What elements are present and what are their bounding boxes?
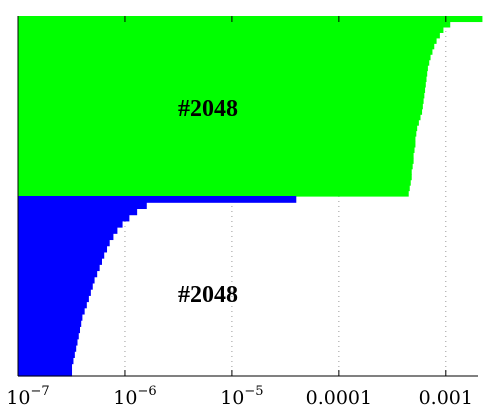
series-1-bar	[18, 76, 427, 83]
series-2-bar	[18, 313, 83, 321]
series-2-bar	[18, 202, 147, 210]
series-1-bar	[18, 179, 411, 186]
series-1-bar	[18, 26, 444, 33]
series-1-bar	[18, 54, 431, 61]
series-2-bar	[18, 270, 98, 278]
series-1-bar	[18, 146, 415, 153]
series-2-bar	[18, 357, 74, 365]
series-1-bar	[18, 16, 483, 23]
series-2-bar	[18, 264, 100, 272]
series-2-bar	[18, 363, 73, 371]
series-2-bar	[18, 196, 297, 203]
series-1-bar	[18, 86, 426, 93]
series-2-bar	[18, 233, 114, 241]
series-1-bar	[18, 108, 423, 115]
series-2-bar	[18, 338, 78, 346]
series-2-bar	[18, 208, 138, 216]
series-1-bar	[18, 136, 416, 143]
series-2-bar	[18, 344, 77, 352]
series-areas	[18, 16, 483, 377]
series-1-bar	[18, 21, 451, 28]
x-tick-label: 0.001	[419, 387, 473, 409]
series-2-bar	[18, 351, 75, 358]
series-2-bar	[18, 251, 105, 259]
series-1-bar	[18, 92, 425, 99]
series-1-bar	[18, 32, 440, 39]
series-1-bar	[18, 48, 433, 55]
series-2-bar	[18, 289, 91, 296]
series-1-bar	[18, 59, 430, 66]
series-2-bar	[18, 245, 108, 253]
series-2-bar	[18, 220, 123, 228]
series-1-bar	[18, 97, 424, 104]
series-1-bar	[18, 185, 410, 192]
series-1-bar	[18, 130, 417, 137]
series-2-bar	[18, 307, 85, 315]
series-2-bar	[18, 258, 102, 265]
series-1-bar	[18, 114, 421, 121]
x-tick-label: 10−7	[6, 384, 49, 409]
series-1-bar	[18, 174, 412, 181]
series-2-bar	[18, 301, 87, 309]
series-2-bar	[18, 295, 89, 303]
series-1-bar	[18, 190, 409, 197]
series-2-bar	[18, 276, 95, 284]
series-1-bar	[18, 103, 423, 110]
series-2-bar	[18, 326, 81, 334]
series-2-bar	[18, 320, 82, 327]
series-2-bar	[18, 332, 79, 340]
series-1-bar	[18, 37, 437, 44]
x-tick-label: 10−5	[220, 384, 263, 409]
series-1-area	[18, 16, 483, 197]
series-1-bar	[18, 70, 428, 77]
series-1-bar	[18, 168, 412, 175]
series-1-bar	[18, 81, 426, 88]
series-1-annotation: #2048	[178, 96, 238, 122]
x-tick-label: 10−6	[113, 384, 156, 409]
series-2-bar	[18, 282, 93, 290]
series-1-bar	[18, 141, 416, 148]
series-2-bar	[18, 369, 73, 377]
series-1-bar	[18, 157, 414, 164]
series-2-area	[18, 196, 297, 377]
x-tick-label: 0.0001	[306, 387, 372, 409]
series-1-bar	[18, 119, 419, 126]
series-2-bar	[18, 227, 118, 234]
series-2-bar	[18, 239, 110, 247]
series-1-bar	[18, 125, 418, 132]
x-ticks: 10−7 10−6 10−5 0.0001 0.001	[6, 16, 473, 409]
series-2-annotation: #2048	[178, 282, 238, 308]
series-1-bar	[18, 65, 428, 72]
series-2-bar	[18, 214, 130, 222]
series-1-bar	[18, 163, 413, 170]
series-1-bar	[18, 43, 435, 50]
series-1-bar	[18, 152, 414, 159]
